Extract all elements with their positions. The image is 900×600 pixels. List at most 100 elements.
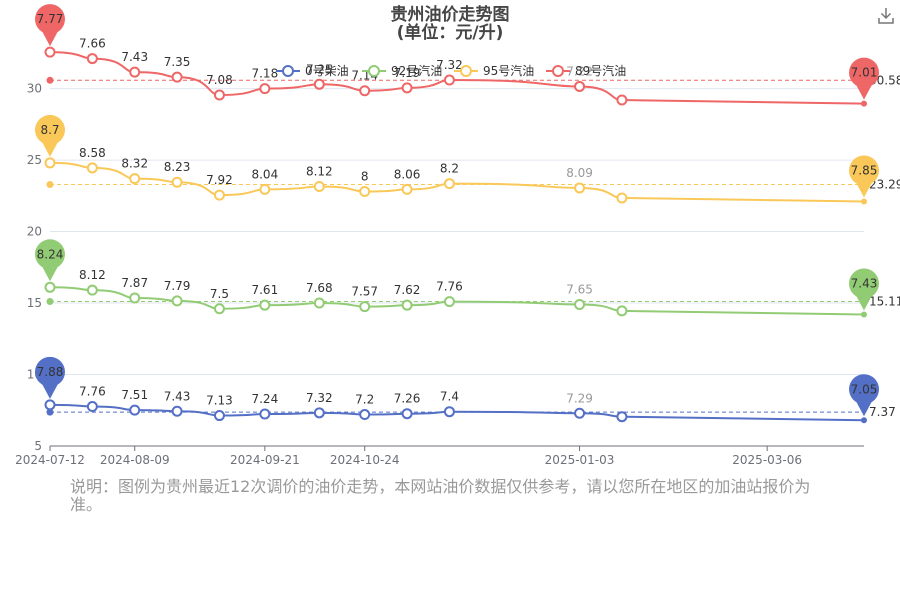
series-lines bbox=[44, 46, 867, 424]
data-point-2 bbox=[86, 162, 98, 174]
data-label: 7.87 bbox=[121, 276, 148, 290]
data-label: 7.79 bbox=[164, 279, 191, 293]
data-point-2 bbox=[401, 183, 413, 195]
x-tick-label: 2024-09-21 bbox=[230, 453, 300, 467]
legend-marker-2 bbox=[460, 65, 472, 77]
data-label: 7.25 bbox=[306, 62, 333, 76]
max-marker-3-bubble bbox=[35, 4, 65, 35]
series-end-dot-1 bbox=[861, 311, 867, 318]
data-label: 7.92 bbox=[206, 173, 233, 187]
x-tick-label: 2025-03-06 bbox=[732, 453, 802, 467]
data-label: 7.29 bbox=[566, 391, 593, 405]
data-point-3 bbox=[259, 83, 271, 95]
average-label-1: 15.11 bbox=[869, 294, 900, 308]
data-label: 7.62 bbox=[394, 283, 421, 297]
data-label: 7.61 bbox=[251, 283, 278, 297]
data-point-0 bbox=[313, 407, 325, 419]
min-marker-0-label: 7.05 bbox=[851, 382, 878, 396]
data-label: 7.19 bbox=[394, 66, 421, 80]
y-tick-label: 5 bbox=[34, 439, 42, 453]
data-label: 8.12 bbox=[79, 268, 106, 282]
max-marker-0-tail bbox=[42, 383, 58, 399]
y-tick-label: 15 bbox=[27, 296, 42, 310]
min-marker-3-bubble bbox=[849, 57, 879, 88]
data-point-3 bbox=[401, 82, 413, 94]
data-point-3 bbox=[129, 66, 141, 78]
min-marker-3-tail bbox=[856, 84, 872, 100]
data-point-3 bbox=[213, 89, 225, 101]
max-marker-1-tail bbox=[42, 266, 58, 282]
data-point-1 bbox=[86, 284, 98, 296]
data-label: 8.32 bbox=[121, 157, 148, 171]
average-start-dot-0 bbox=[46, 408, 54, 416]
max-marker-1-bubble bbox=[35, 239, 65, 270]
legend-label-2: 95号汽油 bbox=[483, 63, 534, 78]
data-point-1 bbox=[171, 295, 183, 307]
data-point-1 bbox=[129, 292, 141, 304]
data-point-2 bbox=[443, 178, 455, 190]
x-tick-label: 2024-10-24 bbox=[330, 453, 400, 467]
min-marker-2-bubble bbox=[849, 155, 879, 186]
footnote: 说明：图例为贵州最近12次调价的油价走势，本网站油价数据仅供参考，请以您所在地区… bbox=[70, 477, 811, 514]
data-point-0 bbox=[616, 411, 628, 423]
min-marker-1-tail bbox=[856, 295, 872, 311]
data-label: 8.23 bbox=[164, 160, 191, 174]
legend[interactable]: 0号柴油 92号汽油 95号汽油 89号汽油 bbox=[276, 63, 626, 78]
data-label: 7.26 bbox=[394, 392, 421, 406]
data-label: 7.13 bbox=[206, 394, 233, 408]
chart-subtitle-text: (单位：元/升) bbox=[397, 22, 504, 43]
legend-item-3[interactable]: 89号汽油 bbox=[546, 63, 626, 78]
average-label-2: 23.29 bbox=[869, 178, 900, 192]
data-point-0 bbox=[259, 408, 271, 420]
min-marker-3-label: 7.01 bbox=[851, 66, 878, 80]
data-label: 8 bbox=[361, 170, 369, 184]
data-point-3 bbox=[313, 78, 325, 90]
legend-item-0[interactable]: 0号柴油 bbox=[276, 64, 349, 78]
legend-label-0: 0号柴油 bbox=[305, 64, 349, 78]
data-point-0 bbox=[44, 399, 56, 411]
data-label: 7.4 bbox=[440, 390, 459, 404]
data-label: 7.5 bbox=[210, 287, 229, 301]
average-start-dot-3 bbox=[46, 76, 54, 84]
data-label: 8.04 bbox=[251, 167, 278, 181]
data-point-0 bbox=[401, 408, 413, 420]
data-point-0 bbox=[574, 407, 586, 419]
x-tick-label: 2024-08-09 bbox=[100, 453, 170, 467]
legend-marker-3 bbox=[552, 65, 564, 77]
legend-item-1[interactable]: 92号汽油 bbox=[362, 63, 442, 78]
y-tick-label: 25 bbox=[27, 153, 42, 167]
download-button[interactable] bbox=[876, 6, 896, 26]
max-marker-3-label: 7.77 bbox=[37, 12, 64, 26]
data-point-0 bbox=[359, 409, 371, 421]
min-marker-0-tail bbox=[856, 401, 872, 417]
data-point-2 bbox=[616, 192, 628, 204]
max-marker-0-bubble bbox=[35, 356, 65, 387]
data-label: 7.35 bbox=[164, 55, 191, 69]
min-marker-2-label: 7.85 bbox=[851, 164, 878, 178]
data-point-1 bbox=[44, 281, 56, 293]
min-marker-0-bubble bbox=[849, 374, 879, 405]
data-label: 7.51 bbox=[121, 388, 148, 402]
legend-item-2[interactable]: 95号汽油 bbox=[454, 63, 534, 78]
x-tick-label: 2024-07-12 bbox=[15, 453, 85, 467]
data-point-3 bbox=[359, 85, 371, 97]
min-marker-2-tail bbox=[856, 182, 872, 198]
max-marker-3-tail bbox=[42, 31, 58, 47]
data-label: 7.32 bbox=[436, 58, 463, 72]
data-label: 7.32 bbox=[306, 391, 333, 405]
data-point-0 bbox=[129, 404, 141, 416]
average-label-0: 7.37 bbox=[869, 405, 896, 419]
max-min-markers: 7.88 7.05 8.24 7.43 8.7 7.85 7.77 7.01 bbox=[35, 4, 879, 417]
chart-title-text: 贵州油价走势图 bbox=[391, 4, 510, 25]
data-label: 7.76 bbox=[436, 280, 463, 294]
legend-marker-0 bbox=[282, 65, 294, 77]
average-start-dot-1 bbox=[46, 297, 54, 305]
data-label: 7.68 bbox=[306, 281, 333, 295]
data-label: 7.43 bbox=[164, 389, 191, 403]
data-point-1 bbox=[574, 298, 586, 310]
data-point-0 bbox=[213, 410, 225, 422]
data-label: 8.12 bbox=[306, 165, 333, 179]
data-label: 8.58 bbox=[79, 146, 106, 160]
